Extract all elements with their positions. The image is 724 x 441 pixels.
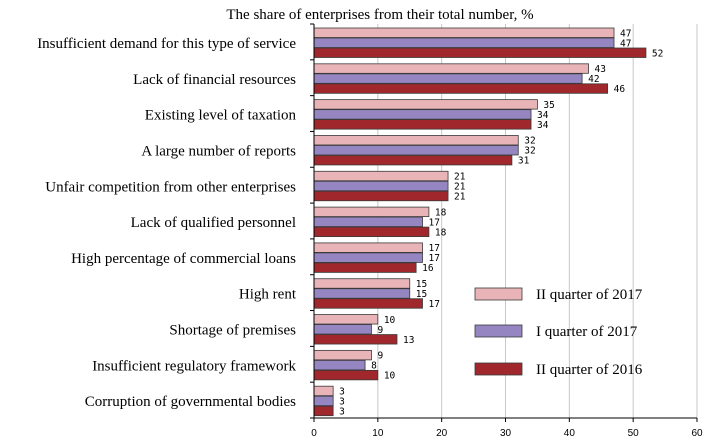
data-label: 3 — [339, 406, 345, 417]
bar — [313, 395, 334, 407]
x-tick-label: 20 — [436, 428, 448, 439]
legend-swatch — [474, 287, 523, 301]
legend-swatch — [474, 324, 523, 338]
x-tick-labels: 0 10 20 30 40 50 60 — [311, 428, 703, 439]
data-label: 3 — [339, 386, 345, 397]
bar — [313, 242, 423, 253]
bar — [313, 359, 366, 371]
bar — [313, 37, 615, 48]
category-label: Corruption of governmental bodies — [85, 394, 296, 410]
category-labels: Insufficient demand for this type of ser… — [37, 36, 297, 410]
data-label: 9 — [377, 325, 383, 336]
bar — [313, 405, 334, 417]
bar — [313, 278, 411, 289]
data-label: 10 — [384, 315, 396, 326]
data-label: 32 — [524, 146, 535, 157]
bar — [313, 83, 609, 94]
bar — [313, 385, 334, 397]
data-label: 46 — [614, 84, 626, 95]
data-label: 18 — [435, 207, 447, 218]
bar — [313, 73, 583, 84]
data-label: 3 — [339, 396, 345, 407]
bar — [313, 252, 423, 263]
data-label: 8 — [371, 361, 377, 372]
x-tick-label: 40 — [564, 428, 576, 439]
data-label: 21 — [454, 172, 466, 183]
data-label: 17 — [429, 299, 440, 310]
bar — [313, 324, 372, 335]
bar — [313, 119, 532, 130]
bar — [313, 47, 647, 58]
bars — [313, 27, 647, 417]
data-labels: 4747524342463534343232312121211817181717… — [339, 28, 663, 417]
bar — [313, 334, 398, 345]
category-label: Existing level of taxation — [145, 108, 297, 124]
data-label: 35 — [543, 100, 554, 111]
bar — [313, 216, 423, 227]
data-label: 34 — [537, 110, 549, 121]
legend-label: I quarter of 2017 — [536, 324, 638, 340]
bar — [313, 135, 519, 146]
bar — [313, 349, 372, 361]
data-label: 10 — [384, 371, 396, 382]
data-label: 18 — [435, 227, 447, 238]
x-tick-label: 30 — [500, 428, 512, 439]
data-label: 9 — [377, 351, 383, 362]
bar — [313, 63, 589, 74]
chart-title: The share of enterprises from their tota… — [226, 7, 533, 23]
bar — [313, 170, 449, 182]
bar — [313, 298, 423, 309]
legend: II quarter of 2017 I quarter of 2017 II qu… — [474, 287, 643, 378]
bar — [313, 190, 449, 202]
category-label: High percentage of commercial loans — [71, 251, 296, 267]
data-label: 15 — [416, 289, 427, 300]
data-label: 17 — [429, 243, 440, 254]
legend-swatch — [474, 362, 523, 376]
data-label: 42 — [588, 74, 599, 85]
category-label: Lack of qualified personnel — [131, 215, 296, 231]
data-label: 32 — [524, 136, 535, 147]
data-label: 17 — [429, 217, 440, 228]
category-label: Insufficient demand for this type of ser… — [37, 36, 296, 52]
legend-label: II quarter of 2017 — [536, 287, 643, 303]
category-label: Lack of financial resources — [133, 72, 296, 88]
bar — [313, 27, 615, 38]
data-label: 16 — [422, 263, 434, 274]
bar — [313, 155, 513, 166]
x-tick-label: 10 — [372, 428, 384, 439]
category-label: Unfair competition from other enterprise… — [45, 179, 296, 195]
category-label: Insufficient regulatory framework — [92, 358, 296, 374]
data-label: 21 — [454, 182, 466, 193]
data-label: 13 — [403, 335, 414, 346]
axes — [310, 23, 698, 422]
bar — [313, 262, 417, 273]
data-label: 17 — [429, 253, 440, 264]
legend-label: II quarter of 2016 — [536, 362, 643, 378]
bar — [313, 180, 449, 192]
bar — [313, 109, 532, 120]
category-label: A large number of reports — [141, 143, 296, 159]
bar — [313, 206, 430, 217]
bar — [313, 145, 519, 156]
x-tick-label: 0 — [311, 428, 317, 439]
data-label: 15 — [416, 279, 427, 290]
bar — [313, 226, 430, 237]
category-label: High rent — [239, 287, 297, 303]
x-tick-label: 60 — [691, 428, 703, 439]
data-label: 47 — [620, 28, 631, 39]
bar — [313, 314, 379, 325]
data-label: 21 — [454, 192, 466, 203]
data-label: 43 — [594, 64, 605, 75]
data-label: 34 — [537, 120, 549, 131]
category-label: Shortage of premises — [169, 323, 296, 339]
bar — [313, 288, 411, 299]
data-label: 52 — [652, 48, 663, 59]
bar — [313, 99, 538, 110]
data-label: 47 — [620, 38, 631, 49]
x-tick-label: 50 — [628, 428, 640, 439]
data-label: 31 — [518, 156, 530, 167]
bar — [313, 369, 379, 381]
